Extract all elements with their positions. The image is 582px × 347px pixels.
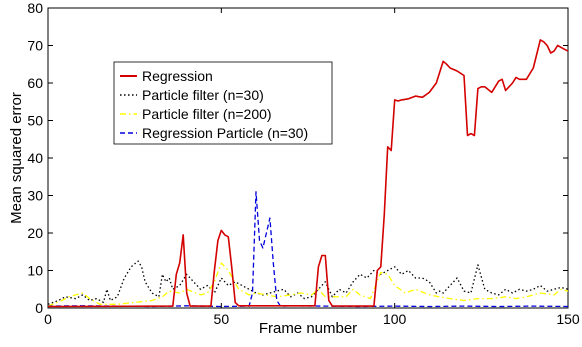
y-axis-ticks: 0 10 20 30 40 50 60 70 80 <box>27 0 568 316</box>
legend: Regression Particle filter (n=30) Particle… <box>113 61 333 145</box>
legend-label-1: Particle filter (n=30) <box>142 87 264 103</box>
x-tick-label: 150 <box>556 311 580 327</box>
y-axis-label: Mean squared error <box>8 92 25 224</box>
legend-label-0: Regression <box>142 68 213 84</box>
y-tick-label: 50 <box>27 113 43 129</box>
plot-area <box>47 7 569 309</box>
y-tick-label: 10 <box>27 263 43 279</box>
x-axis-label: Frame number <box>259 320 357 337</box>
series-line-1 <box>48 260 568 305</box>
y-tick-label: 20 <box>27 225 43 241</box>
x-axis-ticks: 0 50 100 150 <box>44 8 580 327</box>
y-tick-label: 60 <box>27 75 43 91</box>
y-tick-label: 70 <box>27 38 43 54</box>
y-tick-label: 30 <box>27 188 43 204</box>
legend-label-2: Particle filter (n=200) <box>142 106 272 122</box>
series-lines <box>48 39 568 308</box>
y-tick-label: 0 <box>35 300 43 316</box>
legend-label-3: Regression Particle (n=30) <box>142 125 308 141</box>
series-line-0 <box>48 39 568 308</box>
y-tick-label: 80 <box>27 0 43 16</box>
x-tick-label: 0 <box>44 311 52 327</box>
x-tick-label: 100 <box>383 311 407 327</box>
x-tick-label: 50 <box>214 311 230 327</box>
y-tick-label: 40 <box>27 150 43 166</box>
legend-box <box>113 61 333 145</box>
